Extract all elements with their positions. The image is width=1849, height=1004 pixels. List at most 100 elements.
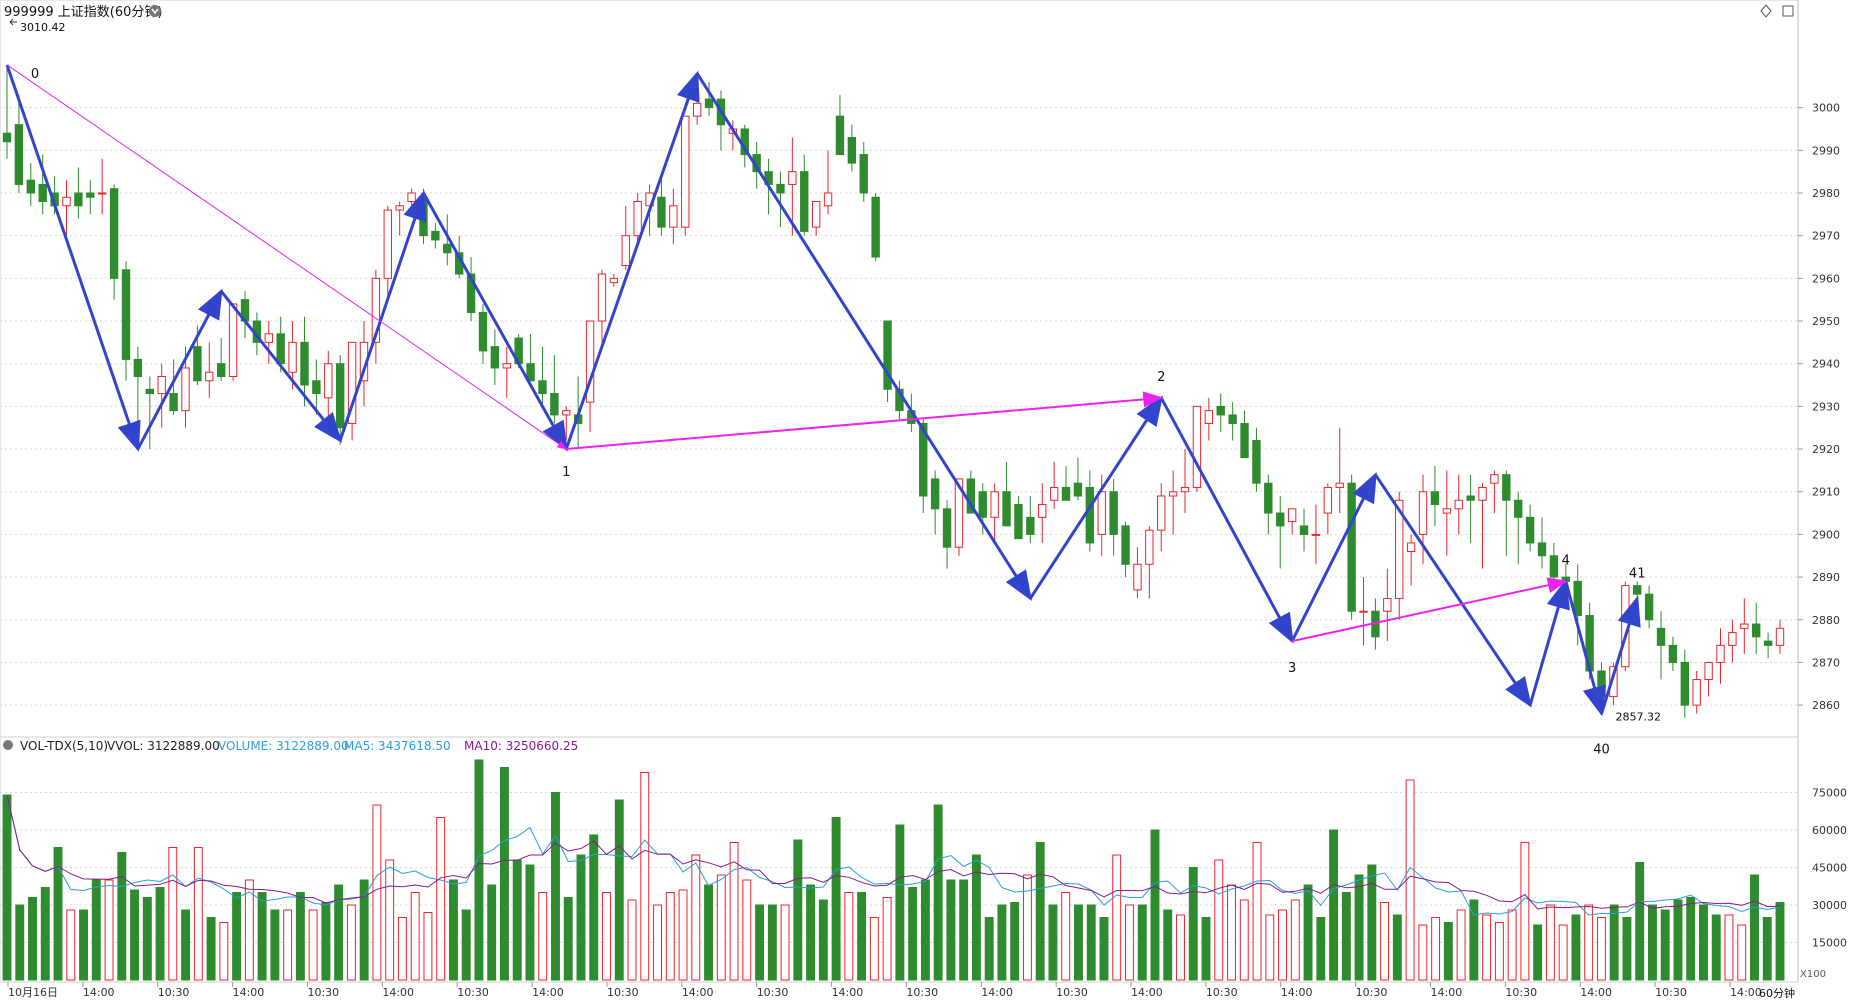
- candle-body: [371, 277, 381, 343]
- volume-bar: [1163, 909, 1173, 981]
- wave-lines: [5, 64, 1641, 717]
- time-tick-label: 10:30: [906, 986, 938, 999]
- volume-bar: [206, 917, 216, 981]
- price-tick-label: 2910: [1812, 486, 1840, 499]
- volume-bar: [1086, 904, 1096, 981]
- candle-body: [776, 183, 785, 194]
- volume-bar: [1380, 902, 1390, 981]
- volume-bar: [1048, 904, 1058, 981]
- volume-bar: [1418, 924, 1428, 981]
- volume-bar: [1724, 914, 1734, 981]
- candle-body: [883, 320, 892, 390]
- candle-body: [1502, 474, 1511, 501]
- wave-thin-line: [220, 290, 341, 441]
- volume-bar: [283, 909, 293, 981]
- volume-bar: [295, 892, 305, 981]
- panel-toggle-icon[interactable]: [1782, 5, 1794, 17]
- volume-bar: [461, 909, 471, 981]
- time-tick-label: 14:00: [981, 986, 1013, 999]
- trend-segment: [6, 64, 568, 450]
- wave-labels: 0 1 2 3 4 40 41 2857.32: [31, 67, 1661, 758]
- high-price-label: 3010.42: [20, 21, 66, 34]
- candle-body: [1180, 486, 1190, 493]
- candle-body: [1073, 482, 1083, 497]
- candle-body: [1478, 486, 1487, 501]
- time-tick-label: 10:30: [757, 986, 789, 999]
- candle-body: [1109, 491, 1118, 535]
- volume-bar: [270, 909, 280, 981]
- candle-body: [335, 363, 345, 429]
- volume-bar: [1278, 909, 1287, 981]
- volume-bar: [1647, 904, 1657, 981]
- candle-body: [300, 341, 309, 386]
- volume-bar: [28, 897, 37, 981]
- candle-body: [1240, 422, 1249, 459]
- volume-bar: [525, 864, 535, 981]
- volume-bar: [474, 759, 484, 981]
- price-tick-label: 2950: [1812, 315, 1840, 328]
- volume-bar: [576, 854, 586, 981]
- time-tick-label: 14:00: [532, 986, 564, 999]
- wave-label: 4: [1562, 554, 1570, 569]
- volume-bar: [716, 874, 726, 981]
- price-tick-label: 2980: [1812, 187, 1840, 200]
- candle-body: [847, 137, 857, 164]
- volume-bar: [104, 879, 114, 981]
- candle-body: [324, 363, 333, 399]
- wave-segment: [1290, 471, 1377, 642]
- candle-body: [1418, 491, 1428, 535]
- candle-body: [1276, 512, 1285, 527]
- volume-bars: [2, 759, 1785, 981]
- volume-bar: [1010, 902, 1020, 981]
- volume-tick-label: 15000: [1812, 937, 1847, 950]
- indicator-ma10: MA10: 3250660.25: [464, 739, 578, 753]
- low-price-label: 2857.32: [1616, 711, 1662, 724]
- time-tick-label: 14:00: [682, 986, 714, 999]
- volume-bar: [1214, 859, 1224, 981]
- candle-body: [86, 192, 95, 198]
- volume-bar: [512, 859, 522, 981]
- time-tick-label: 14:00: [1131, 986, 1163, 999]
- trend-segment: [566, 391, 1164, 451]
- candle-body: [788, 171, 797, 185]
- candle-body: [1537, 542, 1547, 557]
- time-tick-label: 10:30: [1356, 986, 1388, 999]
- volume-bar: [1354, 874, 1364, 981]
- candle-body: [704, 98, 714, 109]
- volume-bar: [563, 897, 573, 981]
- volume-bar: [1303, 884, 1313, 981]
- candle-body: [1359, 610, 1368, 613]
- volume-bar: [1265, 914, 1275, 981]
- candle-body: [1204, 410, 1214, 424]
- candle-body: [835, 115, 845, 156]
- volume-bar: [1316, 917, 1326, 981]
- volume-bar: [1596, 917, 1606, 981]
- volume-bar: [448, 879, 458, 981]
- candle-body: [1085, 486, 1095, 544]
- volume-tick-label: 75000: [1812, 787, 1847, 800]
- title-dropdown-icon[interactable]: [149, 5, 161, 17]
- volume-bar: [2, 794, 12, 981]
- volume-bar: [1456, 909, 1466, 981]
- volume-bar: [397, 917, 407, 981]
- candle-body: [1763, 640, 1773, 646]
- candle-body: [395, 205, 404, 211]
- indicator-menu-icon[interactable]: [3, 740, 13, 750]
- volume-bar: [1443, 922, 1453, 981]
- volume-bar: [729, 842, 739, 981]
- candle-body: [1490, 474, 1499, 484]
- price-tick-label: 2940: [1812, 358, 1840, 371]
- candle-body: [74, 192, 83, 207]
- candle-body: [1216, 405, 1225, 416]
- candle-body: [288, 341, 297, 373]
- volume-multiplier: X100: [1800, 969, 1826, 980]
- price-tick-label: 2870: [1812, 656, 1840, 669]
- candle-body: [1026, 516, 1035, 535]
- volume-bar: [53, 847, 63, 981]
- candle-body: [1644, 593, 1654, 621]
- wave-label: 2: [1157, 370, 1165, 385]
- diamond-toggle-icon[interactable]: [1760, 4, 1772, 18]
- volume-bar: [920, 879, 930, 981]
- volume-bar: [1125, 904, 1134, 981]
